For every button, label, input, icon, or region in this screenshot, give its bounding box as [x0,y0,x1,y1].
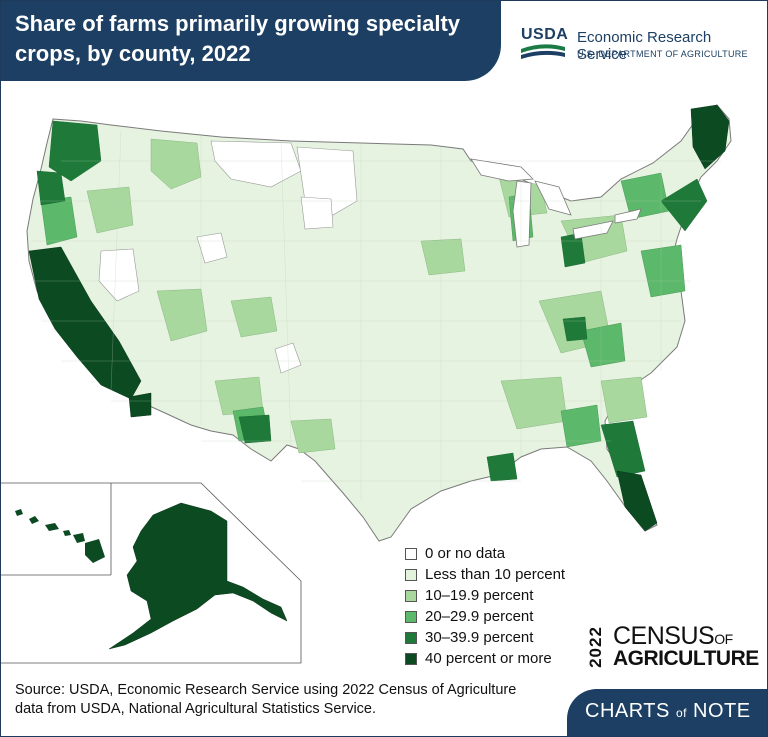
legend-label: 20–29.9 percent [425,608,534,625]
usda-mark-text: USDA [521,26,569,43]
legend-swatch [405,632,417,644]
legend-item: 20–29.9 percent [405,607,625,628]
no-data-areas [98,140,358,374]
title-banner: Share of farms primarily growing special… [1,1,501,81]
legend-label: 40 percent or more [425,650,552,667]
great-lakes [470,158,642,248]
chart-title: Share of farms primarily growing special… [15,9,485,69]
usda-swoosh-icon [521,44,565,59]
share-30-40-areas [36,120,708,482]
usda-agency-name: Economic Research Service [577,29,712,63]
usda-department-name: U.S. DEPARTMENT OF AGRICULTURE [577,49,748,59]
legend-item: Less than 10 percent [405,565,625,586]
hawaii-map [15,509,105,563]
census-logo-line2: AGRICULTURE [613,647,759,670]
alaska-map [108,502,288,650]
source-line1: Source: USDA, Economic Research Service … [15,682,517,698]
chart-title-line1: Share of farms primarily growing special… [15,11,461,36]
county-map [1,104,732,664]
legend-label: 0 or no data [425,545,506,562]
usda-mark-icon: USDA [519,25,569,61]
legend-item: 0 or no data [405,544,625,565]
county-grid [31,130,721,501]
census-of-agriculture-logo: 2022 CENSUSOF AGRICULTURE [585,622,761,671]
legend-label: 30–39.9 percent [425,629,534,646]
source-note: Source: USDA, Economic Research Service … [15,681,575,719]
census-year: 2022 [585,626,605,668]
legend-swatch [405,611,417,623]
legend-swatch [405,653,417,665]
legend-item: 30–39.9 percent [405,628,625,649]
legend-item: 10–19.9 percent [405,586,625,607]
usda-logo: USDA Economic Research Service U.S. DEPA… [519,25,763,65]
charts-of-note-badge: CHARTS of NOTE [567,689,767,736]
legend-swatch [405,548,417,560]
map-legend: 0 or no data Less than 10 percent 10–19.… [405,544,625,670]
charts-of-note-text: CHARTS of NOTE [585,700,751,722]
legend-swatch [405,590,417,602]
census-logo-line1: CENSUSOF [613,622,733,650]
legend-label: Less than 10 percent [425,566,566,583]
legend-swatch [405,569,417,581]
legend-item: 40 percent or more [405,649,625,670]
source-line2: data from USDA, National Agricultural St… [15,701,377,717]
chart-title-line2: crops, by county, 2022 [15,41,251,66]
inset-frame [1,482,302,664]
legend-label: 10–19.9 percent [425,587,534,604]
